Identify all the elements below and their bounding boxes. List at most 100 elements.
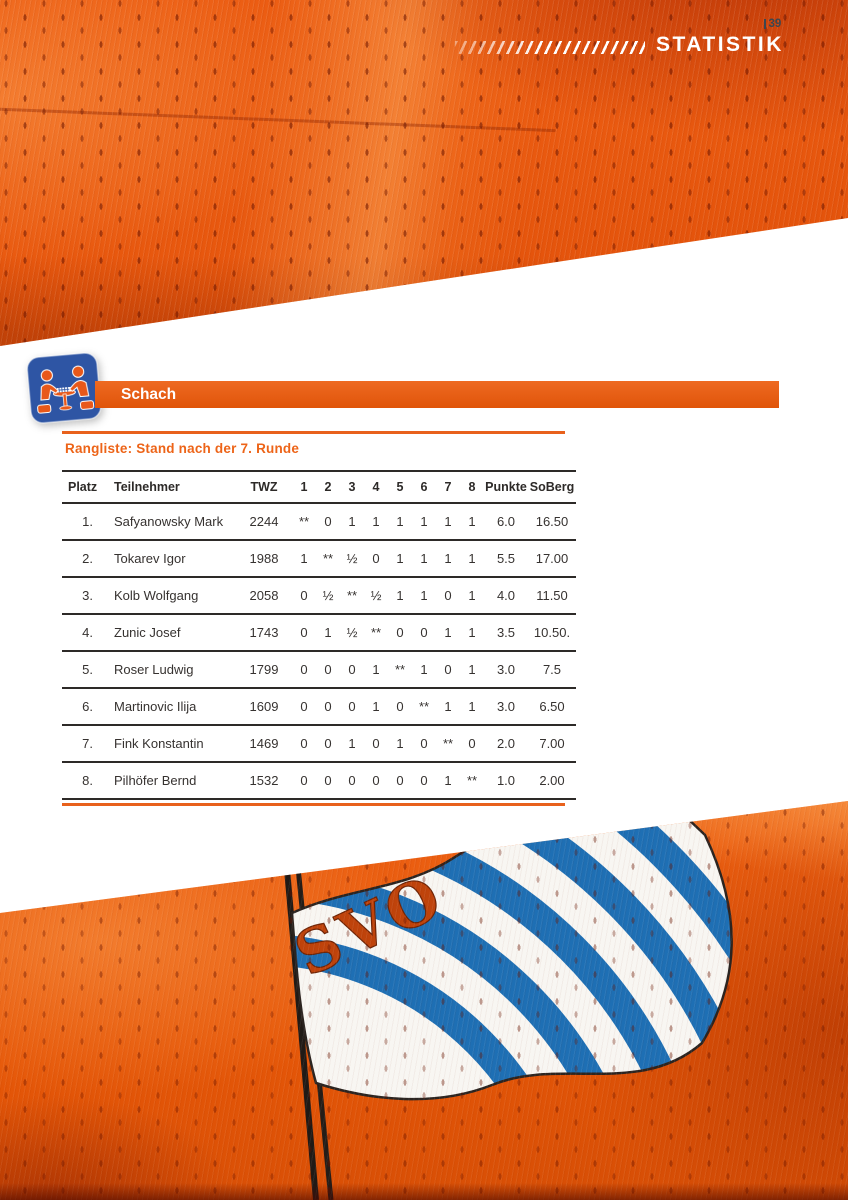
ranking-section: Rangliste: Stand nach der 7. Runde Platz… [62,431,576,806]
cell-platz: 1. [62,502,106,541]
cell-round-8: 1 [460,650,484,689]
cell-round-3: ** [340,576,364,615]
cell-twz: 2058 [236,576,292,615]
table-row: 7. Fink Konstantin 1469 0 0 1 0 1 0 ** 0 2.0 7.00 [62,724,576,763]
fabric-fold-shadow [0,1183,848,1200]
club-flag-graphic: SVO [276,801,733,1200]
cell-teilnehmer: Kolb Wolfgang [106,576,236,615]
cell-soberg: 6.50 [528,687,576,726]
cell-twz: 2244 [236,502,292,541]
cell-round-7: 0 [436,650,460,689]
cell-round-2: 0 [316,761,340,800]
column-header-5: 5 [388,469,412,504]
table-row: 4. Zunic Josef 1743 0 1 ½ ** 0 0 1 1 3.5 10.50. [62,613,576,652]
cell-round-1: 0 [292,650,316,689]
cell-platz: 3. [62,576,106,615]
cell-platz: 6. [62,687,106,726]
cell-round-8: 1 [460,539,484,578]
cell-round-2: 1 [316,613,340,652]
page-number-value: 39 [768,18,782,30]
cell-round-2: ½ [316,576,340,615]
cell-round-4: 1 [364,502,388,541]
bottom-rule [62,802,565,806]
cell-soberg: 2.00 [528,761,576,800]
column-header-punkte: Punkte [484,469,528,504]
cell-round-3: 0 [340,761,364,800]
cell-soberg: 7.5 [528,650,576,689]
cell-soberg: 11.50 [528,576,576,615]
cell-round-6: 1 [412,650,436,689]
cell-round-4: ½ [364,576,388,615]
table-row: 8. Pilhöfer Bernd 1532 0 0 0 0 0 0 1 ** 1.0 2.00 [62,761,576,800]
cell-soberg: 17.00 [528,539,576,578]
cell-round-8: 1 [460,502,484,541]
column-header-platz: Platz [62,469,106,504]
cell-round-7: 0 [436,576,460,615]
cell-round-4: 1 [364,650,388,689]
cell-round-7: 1 [436,502,460,541]
cell-teilnehmer: Martinovic Ilija [106,687,236,726]
cell-round-3: ½ [340,613,364,652]
cell-round-4: ** [364,613,388,652]
cell-round-5: 1 [388,539,412,578]
cell-round-7: ** [436,724,460,763]
cell-round-2: 0 [316,502,340,541]
cell-soberg: 10.50. [528,613,576,652]
page-number-tick [764,19,766,29]
cell-round-8: 1 [460,687,484,726]
cell-platz: 4. [62,613,106,652]
cell-round-4: 1 [364,687,388,726]
column-header-1: 1 [292,469,316,504]
page-number: 39 [764,18,781,30]
table-row: 5. Roser Ludwig 1799 0 0 0 1 ** 1 0 1 3.0 7.5 [62,650,576,689]
cell-round-2: 0 [316,650,340,689]
cell-round-3: 0 [340,687,364,726]
cell-round-6: ** [412,687,436,726]
jersey-fabric-bottom: SVO [0,801,848,1200]
cell-twz: 1988 [236,539,292,578]
cell-teilnehmer: Safyanowsky Mark [106,502,236,541]
cell-punkte: 3.0 [484,687,528,726]
cell-round-7: 1 [436,539,460,578]
cell-platz: 2. [62,539,106,578]
column-header-3: 3 [340,469,364,504]
cell-round-1: 0 [292,613,316,652]
cell-punkte: 3.0 [484,650,528,689]
cell-punkte: 4.0 [484,576,528,615]
cell-round-1: 0 [292,761,316,800]
cell-round-5: 0 [388,687,412,726]
cell-round-4: 0 [364,724,388,763]
cell-round-5: 0 [388,761,412,800]
cell-round-7: 1 [436,687,460,726]
section-title: Schach [121,386,177,403]
cell-round-4: 0 [364,761,388,800]
cell-twz: 1609 [236,687,292,726]
cell-round-8: 1 [460,576,484,615]
cell-round-8: ** [460,761,484,800]
cell-round-5: 0 [388,613,412,652]
table-row: 2. Tokarev Igor 1988 1 ** ½ 0 1 1 1 1 5.5 17.00 [62,539,576,578]
cell-round-1: 0 [292,724,316,763]
cell-punkte: 2.0 [484,724,528,763]
column-header-7: 7 [436,469,460,504]
cell-round-5: ** [388,650,412,689]
column-header-4: 4 [364,469,388,504]
cell-round-2: 0 [316,724,340,763]
cell-twz: 1532 [236,761,292,800]
cell-platz: 7. [62,724,106,763]
cell-round-8: 0 [460,724,484,763]
cell-punkte: 3.5 [484,613,528,652]
cell-round-5: 1 [388,576,412,615]
cell-round-4: 0 [364,539,388,578]
table-row: 3. Kolb Wolfgang 2058 0 ½ ** ½ 1 1 0 1 4.0 11.50 [62,576,576,615]
cell-round-2: ** [316,539,340,578]
cell-round-5: 1 [388,724,412,763]
cell-round-1: 1 [292,539,316,578]
cell-teilnehmer: Tokarev Igor [106,539,236,578]
table-row: 6. Martinovic Ilija 1609 0 0 0 1 0 ** 1 1 3.0 6.50 [62,687,576,726]
cell-platz: 5. [62,650,106,689]
column-header-twz: TWZ [236,469,292,504]
cell-punkte: 1.0 [484,761,528,800]
cell-punkte: 5.5 [484,539,528,578]
cell-round-3: ½ [340,539,364,578]
